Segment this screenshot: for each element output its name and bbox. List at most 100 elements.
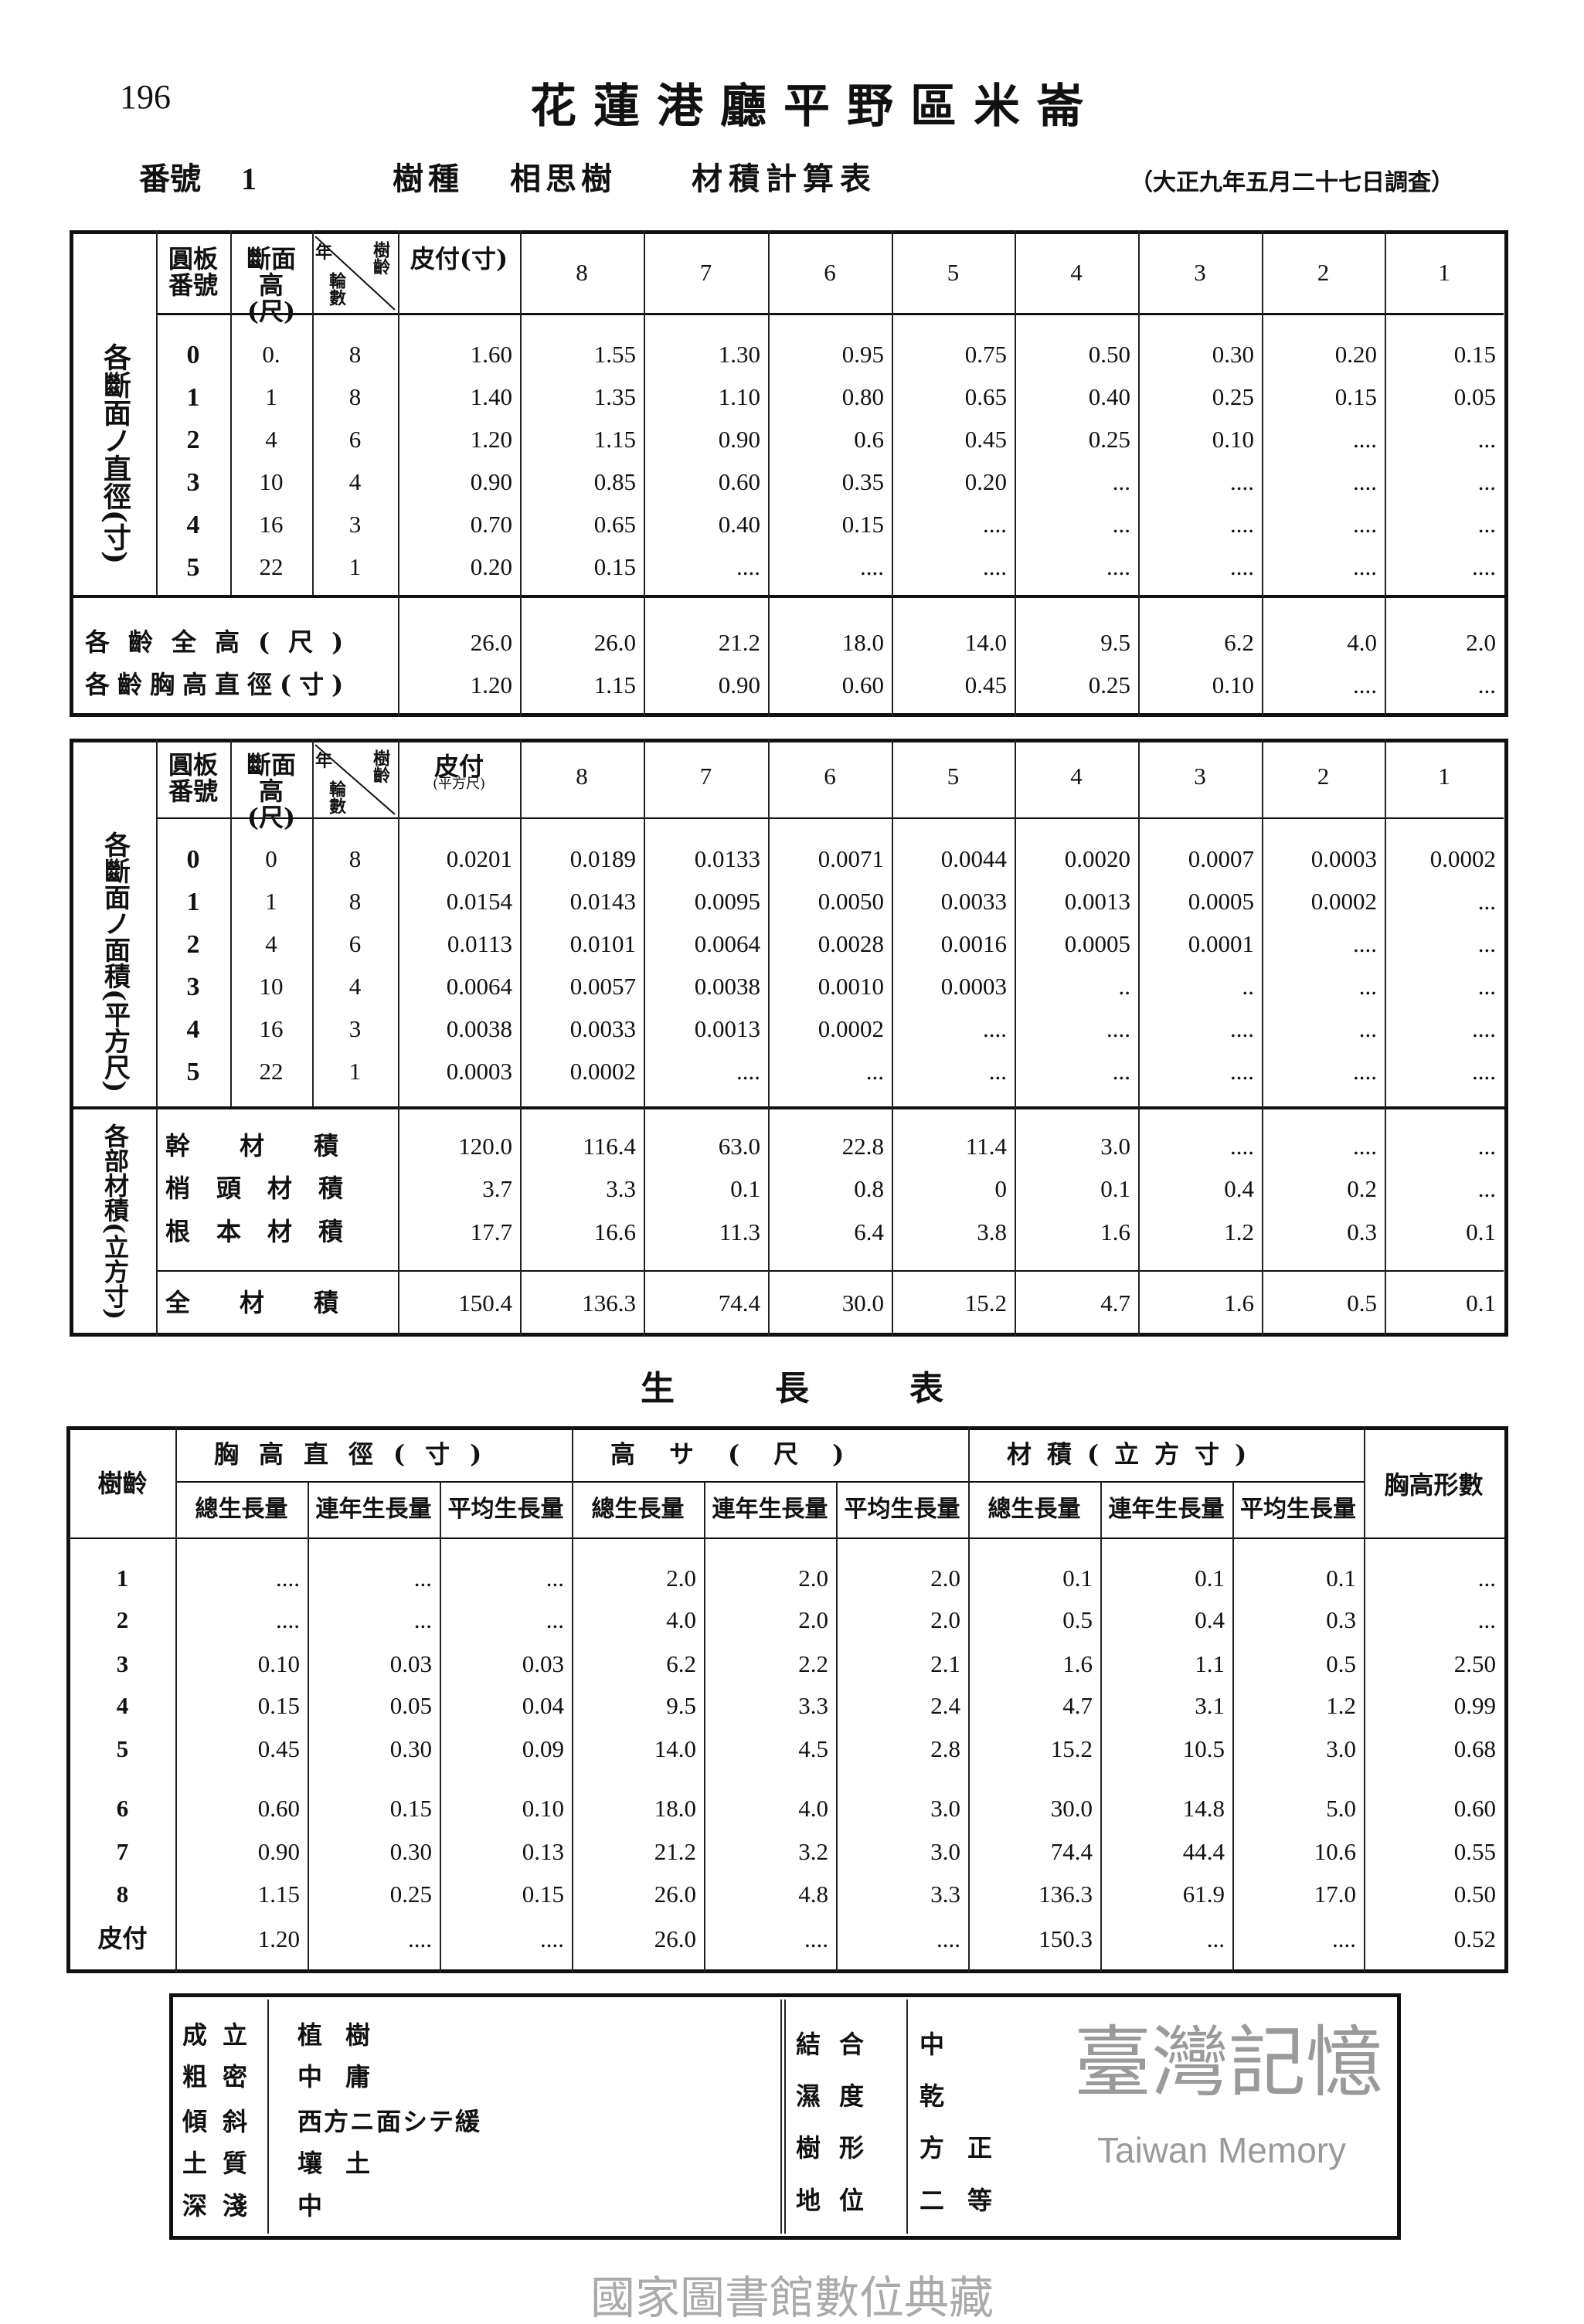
species-label: 樹種	[393, 161, 464, 197]
age-header-rings: 輪數	[326, 780, 346, 814]
volume-value: 22.8	[841, 1132, 884, 1160]
diameter-value: ....	[736, 552, 760, 580]
area-value: 0.0002	[1310, 887, 1377, 915]
diameter-value: 1.60	[470, 340, 512, 368]
growth-value: 61.9	[1182, 1880, 1225, 1908]
header-age-column: 4	[1070, 258, 1083, 286]
growth-value: 0.52	[1453, 1925, 1496, 1952]
board-number: 3	[186, 972, 200, 1001]
header-age-column: 8	[576, 762, 588, 790]
volume-value: 11.4	[965, 1132, 1007, 1160]
area-value: 0.0013	[694, 1014, 760, 1042]
growth-age: 2	[116, 1605, 129, 1633]
area-value: ....	[1230, 1057, 1254, 1085]
volume-value: ....	[1230, 1132, 1254, 1160]
growth-age: 3	[116, 1650, 129, 1677]
area-value: 0.0050	[817, 887, 884, 915]
ring-count: 3	[348, 510, 362, 538]
growth-value: ...	[1206, 1925, 1225, 1952]
board-number: 5	[186, 552, 200, 582]
rule-line	[704, 1481, 705, 1973]
growth-value: 1.20	[257, 1925, 300, 1952]
diameter-value: 1.55	[593, 340, 636, 368]
rule-line	[644, 739, 645, 1337]
growth-value: 0.60	[257, 1794, 300, 1822]
diameter-value: 0.65	[964, 382, 1007, 410]
growth-value: 2.50	[1453, 1650, 1496, 1677]
diameter-value: 1.35	[593, 382, 636, 410]
table-name: 材積計算表	[692, 161, 877, 197]
rule-line	[1138, 739, 1140, 1337]
growth-age: 4	[116, 1691, 129, 1719]
growth-value: 1.15	[257, 1880, 300, 1908]
section-height: 0.	[262, 340, 280, 368]
section-height: 10	[259, 972, 284, 1000]
growth-value: 0.60	[1453, 1794, 1496, 1822]
diameter-value: 0.25	[1088, 425, 1130, 453]
growth-value: 3.3	[930, 1880, 960, 1908]
growth-value: ....	[1332, 1925, 1356, 1952]
ring-count: 1	[348, 1057, 362, 1085]
growth-age: 皮付	[97, 1924, 148, 1953]
site-field-value: 二等	[919, 2186, 1016, 2215]
header-group-3: 材積(立方寸)	[1007, 1442, 1263, 1466]
area-value: 0.0013	[1064, 887, 1130, 915]
age-header-tree-age: 樹齡	[370, 749, 390, 783]
area-value: 0.0071	[817, 844, 884, 872]
volume-label: 幹材積	[165, 1131, 389, 1160]
summary-value: 0.45	[964, 671, 1007, 698]
site-field-value: 植樹	[297, 2020, 394, 2050]
rule-line	[520, 230, 522, 717]
growth-value: 4.5	[798, 1735, 828, 1762]
header-subcolumn: 連年生長量	[712, 1496, 828, 1523]
growth-value: 4.0	[666, 1605, 696, 1633]
volume-value: ...	[1477, 1132, 1496, 1160]
growth-age: 5	[116, 1735, 129, 1762]
header-subcolumn: 平均生長量	[1240, 1496, 1356, 1523]
header-section-height: 斷面高(尺)	[246, 750, 296, 832]
site-field-label: 結合	[796, 2030, 883, 2059]
diameter-value: 0.90	[718, 425, 760, 453]
total-volume-value: 74.4	[718, 1289, 760, 1317]
number-value: 1	[241, 161, 257, 196]
diameter-value: 0.65	[593, 510, 636, 538]
rule-line	[1262, 230, 1263, 717]
growth-value: 0.15	[522, 1880, 564, 1908]
growth-value: ...	[546, 1564, 564, 1592]
rule-line	[1262, 739, 1263, 1337]
growth-value: 2.4	[930, 1691, 960, 1719]
volume-value: 0.1	[1466, 1218, 1496, 1245]
diameter-value: ....	[1230, 467, 1254, 495]
rule-line	[1385, 230, 1386, 717]
rule-line	[156, 1270, 1504, 1272]
rule-line	[156, 739, 158, 1337]
site-field-label: 樹形	[796, 2133, 883, 2163]
diameter-value: 1.30	[718, 340, 760, 368]
summary-value: 0.10	[1212, 671, 1254, 698]
total-volume-value: 1.6	[1224, 1289, 1254, 1317]
volume-value: 0.2	[1347, 1174, 1377, 1202]
growth-value: 26.0	[654, 1925, 696, 1952]
growth-value: 0.45	[257, 1735, 300, 1762]
growth-value: ....	[936, 1925, 960, 1952]
growth-age: 7	[116, 1837, 129, 1865]
growth-value: 0.3	[1326, 1605, 1356, 1633]
growth-age: 8	[116, 1880, 129, 1908]
growth-value: 74.4	[1050, 1837, 1093, 1865]
diameter-value: ...	[1477, 467, 1496, 495]
summary-value: 4.0	[1347, 628, 1377, 656]
header-age-column: 8	[576, 258, 588, 286]
volume-value: 3.3	[606, 1174, 636, 1202]
summary-value: 18.0	[841, 628, 884, 656]
area-value: ....	[736, 1057, 760, 1085]
growth-value: ....	[540, 1925, 564, 1952]
header-bark: 皮付	[433, 752, 484, 781]
growth-value: 0.68	[1453, 1735, 1496, 1762]
ring-count: 8	[348, 340, 362, 368]
header-board-number: 圓板番號	[168, 750, 218, 806]
growth-value: 3.0	[930, 1794, 960, 1822]
diameter-value: ....	[983, 552, 1007, 580]
board-number: 2	[186, 425, 200, 454]
rule-line	[1364, 1426, 1365, 1973]
area-value: ...	[1358, 972, 1377, 1000]
